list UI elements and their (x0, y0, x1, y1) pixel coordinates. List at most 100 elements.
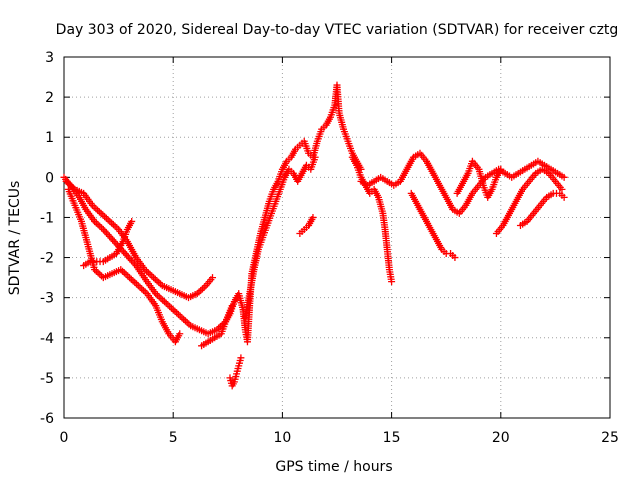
data-point (209, 274, 217, 282)
series-track-14 (453, 157, 505, 201)
y-tick-label: 1 (45, 130, 54, 146)
series-track-7 (241, 153, 319, 322)
data-point (162, 299, 170, 307)
data-point (198, 285, 206, 293)
y-tick-label: 0 (45, 170, 54, 186)
series-track-9 (348, 153, 396, 286)
data-point (102, 214, 110, 222)
ticks (63, 56, 611, 419)
data-point (98, 224, 106, 232)
series-track-5 (198, 81, 365, 350)
data-point (160, 298, 168, 306)
data-point (497, 165, 505, 173)
data-point (129, 277, 137, 285)
series-track-3 (62, 177, 217, 302)
plot-frame (63, 56, 611, 419)
chart-title: Day 303 of 2020, Sidereal Day-to-day VTE… (56, 22, 619, 38)
y-tick-label: -3 (40, 291, 54, 307)
data-point (180, 315, 188, 323)
data-point (109, 236, 117, 244)
data-point (109, 221, 117, 229)
data-point (92, 219, 100, 227)
data-point (92, 205, 100, 213)
data-point (121, 250, 129, 258)
data-point (153, 291, 161, 299)
x-tick-label: 0 (60, 430, 69, 446)
data-point (176, 330, 184, 338)
series-track-2 (64, 185, 184, 346)
data-point (95, 208, 103, 216)
data-point (126, 274, 134, 282)
x-tick-label: 5 (169, 430, 178, 446)
data-point (94, 206, 102, 214)
series-track-12 (492, 165, 566, 237)
data-point (90, 203, 98, 211)
y-tick-labels: -6 -5 -4 -3 -2 -1 0 1 2 3 (40, 50, 54, 427)
series-track-13 (516, 189, 568, 229)
y-tick-label: -6 (40, 411, 54, 427)
data-point (560, 193, 568, 201)
data-point (119, 267, 127, 275)
data-point (183, 319, 191, 327)
data-point (146, 270, 154, 278)
data-point (167, 304, 175, 312)
data-point (169, 306, 177, 314)
y-tick-label: -4 (40, 331, 54, 347)
data-point (171, 307, 179, 315)
y-tick-label: -2 (40, 251, 54, 267)
data-point (141, 288, 149, 296)
data-point (113, 224, 121, 232)
data-point (237, 354, 245, 362)
data-point (138, 285, 146, 293)
data-points (60, 81, 568, 390)
series-track-6 (226, 354, 245, 390)
x-tick-label: 15 (383, 430, 401, 446)
data-point (309, 213, 317, 221)
data-point (94, 269, 102, 277)
series-track-8 (296, 213, 317, 237)
y-axis-label: SDTVAR / TECUs (7, 181, 23, 296)
x-tick-labels: 0 5 10 15 20 25 (60, 430, 619, 446)
data-point (96, 222, 104, 230)
data-point (181, 317, 189, 325)
x-axis-label: GPS time / hours (275, 459, 392, 475)
data-point (106, 232, 114, 240)
data-point (173, 309, 181, 317)
data-point (104, 231, 112, 239)
data-point (150, 274, 158, 282)
data-point (124, 272, 132, 280)
x-tick-label: 20 (492, 430, 510, 446)
y-tick-label: 2 (45, 90, 54, 106)
data-point (128, 217, 136, 225)
data-point (107, 234, 115, 242)
data-point (106, 217, 114, 225)
data-point (131, 278, 139, 286)
data-point (311, 153, 319, 161)
data-point (164, 301, 172, 309)
data-point (157, 294, 165, 302)
data-point (127, 275, 135, 283)
y-tick-label: -1 (40, 210, 54, 226)
data-point (451, 254, 459, 262)
data-point (126, 255, 134, 263)
data-point (174, 311, 182, 319)
data-point (166, 302, 174, 310)
data-point (560, 173, 568, 181)
x-tick-label: 25 (601, 430, 619, 446)
data-point (134, 282, 142, 290)
data-point (151, 275, 159, 283)
data-point (124, 253, 132, 261)
data-point (102, 229, 110, 237)
data-point (104, 216, 112, 224)
data-point (153, 277, 161, 285)
data-point (155, 293, 163, 301)
data-point (176, 312, 184, 320)
data-point (101, 227, 109, 235)
data-point (133, 280, 141, 288)
y-tick-label: -5 (40, 371, 54, 387)
data-point (139, 286, 147, 294)
series-track-11 (407, 189, 459, 262)
data-point (388, 278, 396, 286)
data-point (111, 222, 119, 230)
x-tick-label: 10 (273, 430, 291, 446)
